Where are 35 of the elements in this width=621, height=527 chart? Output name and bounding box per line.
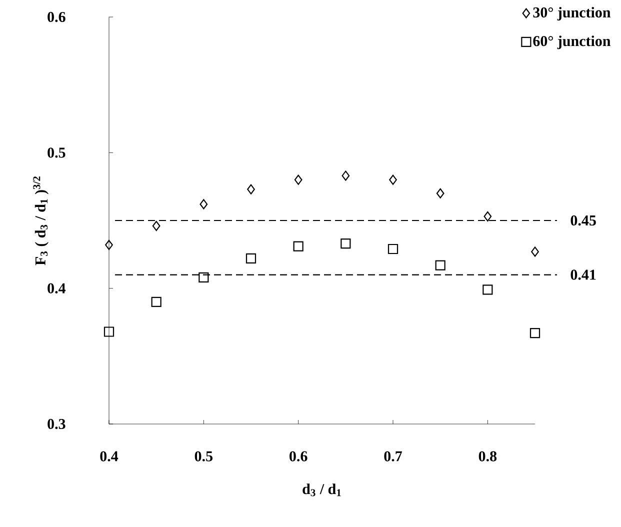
x-tick-label: 0.4 [100,451,118,462]
x-tick-label: 0.8 [478,451,497,462]
point [200,199,208,210]
point [247,184,255,194]
y-tick-label: 0.5 [48,148,66,158]
x-tick-label: 0.6 [290,451,308,462]
x-tick-label: 0.7 [384,451,402,462]
point [484,211,492,222]
legend-label: 30° junction [533,6,611,21]
point [198,272,209,283]
point [389,174,397,185]
point [340,238,351,249]
x-axis-title: d$_{3}$ / d$_{1}$ [302,484,341,496]
point [436,188,444,198]
point [105,240,113,250]
point [530,328,540,338]
x-tick-label: 0.5 [194,451,212,462]
point [294,174,302,185]
y-tick-label: 0.6 [48,12,66,22]
point [388,244,398,254]
ref-line-label: 0.45 [570,215,596,226]
point [151,296,162,307]
point [293,241,304,252]
point [246,253,256,264]
point [104,326,114,337]
y-tick-label: 0.3 [48,418,66,430]
point [152,220,160,231]
y-tick-label: 0.4 [48,283,66,294]
legend-label: 60° junction [533,36,611,50]
point [435,260,446,270]
point [482,284,493,295]
point [531,246,539,257]
y-axis-title: F$_{3}$ ( d$_{3}$ / d$_{1}$ )$^{3/2}$ [33,176,49,266]
ref-line-label: 0.41 [570,270,596,280]
point [342,170,350,181]
